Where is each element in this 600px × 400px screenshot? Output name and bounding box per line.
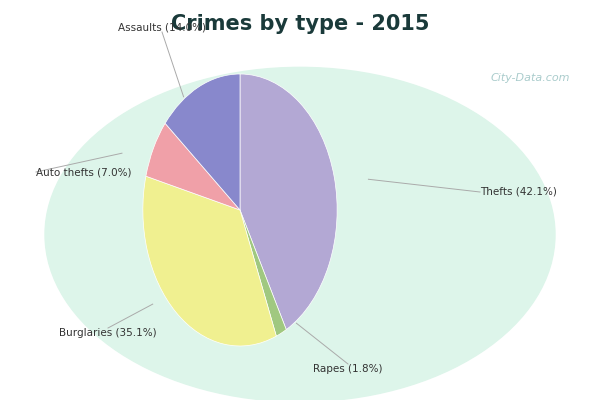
Text: Assaults (14.0%): Assaults (14.0%) xyxy=(118,22,206,32)
Wedge shape xyxy=(146,123,240,210)
Ellipse shape xyxy=(45,67,555,400)
Wedge shape xyxy=(143,176,277,346)
Wedge shape xyxy=(165,74,240,210)
Text: Crimes by type - 2015: Crimes by type - 2015 xyxy=(171,14,429,34)
Text: Rapes (1.8%): Rapes (1.8%) xyxy=(313,364,383,374)
Text: Burglaries (35.1%): Burglaries (35.1%) xyxy=(59,328,157,338)
Text: Auto thefts (7.0%): Auto thefts (7.0%) xyxy=(36,167,131,177)
Text: Thefts (42.1%): Thefts (42.1%) xyxy=(480,187,557,197)
Wedge shape xyxy=(240,74,337,330)
Wedge shape xyxy=(240,210,286,336)
Text: City-Data.com: City-Data.com xyxy=(491,73,570,83)
